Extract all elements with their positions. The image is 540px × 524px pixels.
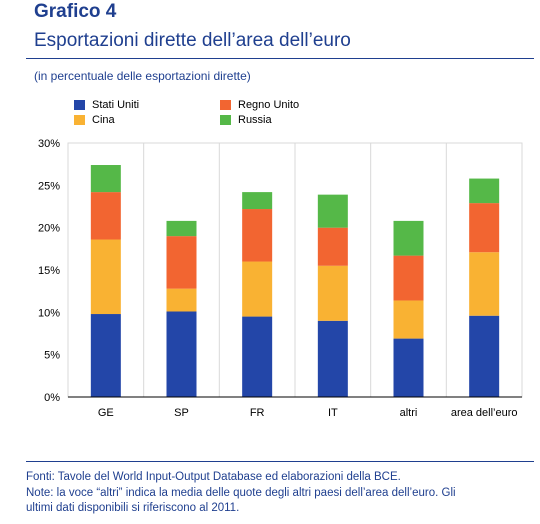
bar-segment-regno-unito [166, 236, 197, 289]
bar-segment-russia [317, 194, 348, 228]
legend-item-cina: Cina [74, 114, 115, 126]
bar-segment-cina [166, 288, 197, 312]
chart-subtitle: (in percentuale delle esportazioni diret… [34, 69, 251, 83]
legend-swatch-stati-uniti [74, 100, 85, 110]
bar-segment-cina [242, 261, 273, 317]
y-tick-label: 10% [38, 307, 60, 319]
legend-label: Stati Uniti [92, 99, 140, 111]
legend-item-regno-unito: Regno Unito [220, 99, 299, 111]
footnote-rule [26, 461, 534, 462]
y-tick-label: 25% [38, 180, 60, 192]
legend-swatch-cina [74, 115, 85, 125]
bar-segment-stati-uniti [242, 316, 273, 397]
legend-label: Russia [238, 114, 272, 126]
source-footnote: Fonti: Tavole del World Input-Output Dat… [26, 471, 401, 483]
bar-segment-cina [469, 252, 500, 316]
bar-segment-regno-unito [469, 203, 500, 253]
figure-title: Esportazioni dirette dell’area dell’euro [34, 30, 351, 51]
bar-segment-russia [469, 178, 500, 204]
x-tick-label: area dell’euro [451, 407, 518, 419]
bar-segment-regno-unito [242, 209, 273, 262]
y-tick-label: 0% [44, 392, 60, 404]
bar-segment-russia [90, 165, 121, 193]
y-tick-label: 15% [38, 265, 60, 277]
x-tick-label: altri [400, 407, 418, 419]
bar-segment-cina [317, 265, 348, 321]
legend-label: Cina [92, 114, 115, 126]
bar-segment-regno-unito [317, 227, 348, 266]
bar-segment-stati-uniti [317, 320, 348, 397]
bar-segment-russia [393, 220, 424, 256]
bar-segment-stati-uniti [166, 311, 197, 397]
y-tick-label: 30% [38, 138, 60, 150]
legend-item-stati-uniti: Stati Uniti [74, 99, 139, 111]
figure-label: Grafico 4 [34, 1, 117, 22]
bar-segment-stati-uniti [469, 315, 500, 397]
legend-label: Regno Unito [238, 99, 300, 111]
title-rule [26, 58, 534, 59]
note-footnote-line1: Note: la voce “altri” indica la media de… [26, 487, 456, 499]
legend-swatch-russia [220, 115, 231, 125]
bar-segment-russia [166, 220, 197, 237]
x-tick-label: FR [250, 407, 265, 419]
x-tick-label: SP [174, 407, 189, 419]
legend-item-russia: Russia [220, 114, 272, 126]
stacked-bar-chart: 0% 5% 10% 15% 20% 25% 30% GE SP FR IT altri area del… [38, 138, 523, 419]
bar-segment-stati-uniti [393, 338, 424, 397]
bar-segment-cina [90, 239, 121, 315]
bar-segment-stati-uniti [90, 314, 121, 397]
x-tick-label: IT [328, 407, 338, 419]
legend-swatch-regno-unito [220, 100, 231, 110]
note-footnote-line2: ultimi dati disponibili si riferiscono a… [26, 502, 240, 514]
bar-segment-regno-unito [393, 255, 424, 301]
bar-segment-cina [393, 300, 424, 339]
y-tick-label: 5% [44, 350, 60, 362]
bar-segment-regno-unito [90, 192, 121, 240]
bar-segment-russia [242, 192, 273, 210]
x-tick-label: GE [98, 407, 114, 419]
y-tick-label: 20% [38, 223, 60, 235]
